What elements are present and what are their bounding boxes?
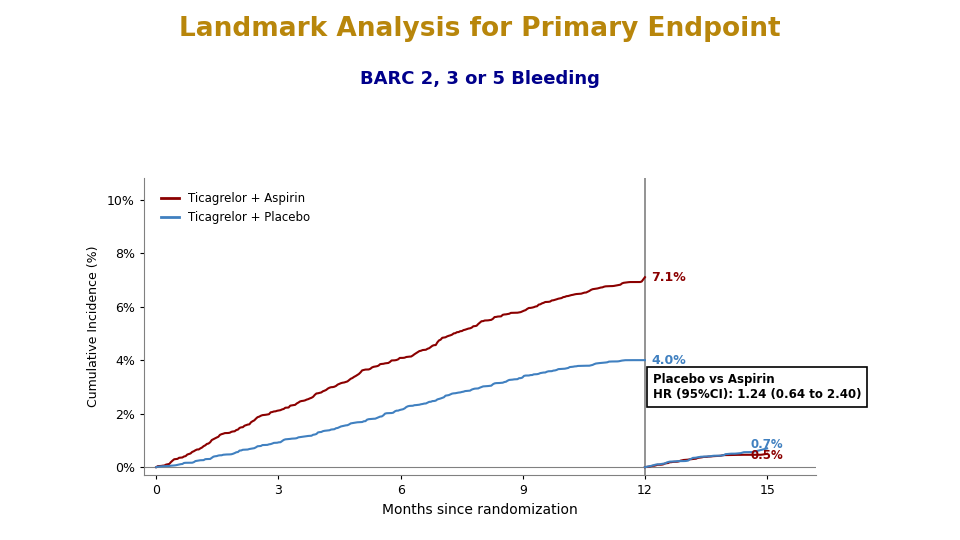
X-axis label: Months since randomization: Months since randomization [382, 503, 578, 517]
Text: Landmark Analysis for Primary Endpoint: Landmark Analysis for Primary Endpoint [180, 16, 780, 42]
Text: 0.7%: 0.7% [751, 438, 783, 451]
Text: 4.0%: 4.0% [651, 354, 685, 367]
Y-axis label: Cumulative Incidence (%): Cumulative Incidence (%) [87, 246, 100, 408]
Text: 0.5%: 0.5% [751, 449, 783, 462]
Text: 7.1%: 7.1% [651, 271, 685, 284]
Text: BARC 2, 3 or 5 Bleeding: BARC 2, 3 or 5 Bleeding [360, 70, 600, 88]
Text: Placebo vs Aspirin
HR (95%CI): 1.24 (0.64 to 2.40): Placebo vs Aspirin HR (95%CI): 1.24 (0.6… [653, 373, 861, 401]
Legend: Ticagrelor + Aspirin, Ticagrelor + Placebo: Ticagrelor + Aspirin, Ticagrelor + Place… [156, 187, 315, 228]
